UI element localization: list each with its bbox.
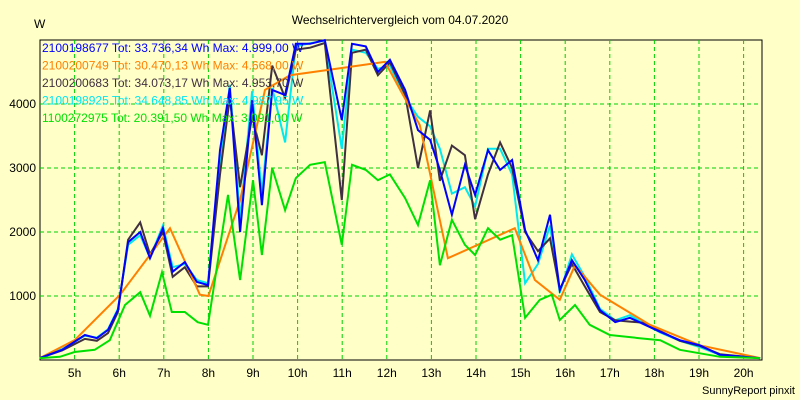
legend-entry-2100198677: 2100198677 Tot: 33.736,34 Wh Max: 4.999,… (42, 41, 304, 55)
y-tick-label: 4000 (9, 97, 36, 111)
y-tick-label: 2000 (9, 225, 36, 239)
legend-entry-2100198925: 2100198925 Tot: 34.648,85 Wh Max: 4.987,… (42, 94, 304, 108)
y-tick-label: 3000 (9, 161, 36, 175)
legend-entry-2100200683: 2100200683 Tot: 34.073,17 Wh Max: 4.953,… (42, 76, 304, 90)
x-tick-label: 20h (734, 366, 754, 380)
x-tick-label: 14h (466, 366, 486, 380)
x-tick-label: 13h (421, 366, 441, 380)
legend-entry-2100200749: 2100200749 Tot: 30.470,13 Wh Max: 4.668,… (42, 59, 304, 73)
x-tick-label: 6h (113, 366, 126, 380)
x-tick-label: 17h (600, 366, 620, 380)
x-tick-label: 5h (68, 366, 81, 380)
chart-title: Wechselrichtervergleich vom 04.07.2020 (292, 13, 509, 27)
legend-entry-1100272975: 1100272975 Tot: 20.391,50 Wh Max: 3.091,… (42, 111, 303, 125)
series-line-1100272975 (39, 161, 761, 360)
y-axis-label: W (34, 17, 46, 31)
x-tick-label: 11h (333, 366, 352, 380)
y-tick-label: 1000 (9, 289, 36, 303)
x-tick-label: 16h (555, 366, 575, 380)
footer-credit: SunnyReport pinxit (702, 385, 795, 397)
x-tick-label: 19h (689, 366, 709, 380)
series-line-2100200683 (39, 41, 761, 360)
series-lines (39, 38, 761, 360)
legend: 2100198677 Tot: 33.736,34 Wh Max: 4.999,… (42, 41, 304, 125)
x-tick-label: 18h (644, 366, 664, 380)
x-tick-label: 7h (157, 366, 170, 380)
axes: 1000 2000 3000 4000 5h 6h 7h 8h 9h 10h 11h 12h 13h 14… (9, 97, 753, 380)
x-tick-label: 8h (202, 366, 215, 380)
x-tick-label: 9h (246, 366, 259, 380)
series-line-2100198677 (39, 38, 761, 360)
x-tick-label: 15h (511, 366, 531, 380)
x-tick-label: 10h (288, 366, 308, 380)
x-tick-label: 12h (377, 366, 397, 380)
